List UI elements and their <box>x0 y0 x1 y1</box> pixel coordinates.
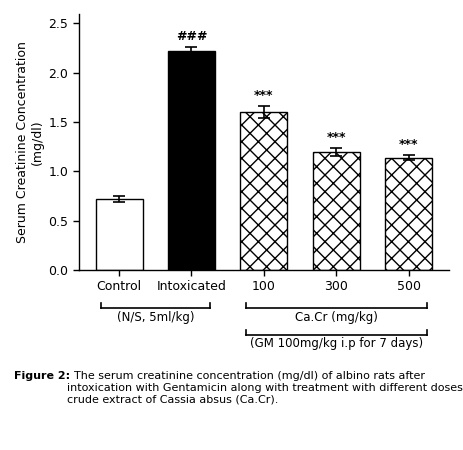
Text: ***: *** <box>326 130 346 144</box>
Text: The serum creatinine concentration (mg/dl) of albino rats after
intoxication wit: The serum creatinine concentration (mg/d… <box>67 371 463 405</box>
Text: ***: *** <box>399 138 419 151</box>
Text: (GM 100mg/kg i.p for 7 days): (GM 100mg/kg i.p for 7 days) <box>250 338 423 351</box>
Y-axis label: Serum Creatinine Concentration
(mg/dl): Serum Creatinine Concentration (mg/dl) <box>16 41 44 243</box>
Bar <box>313 152 360 270</box>
Bar <box>95 199 143 270</box>
Text: ###: ### <box>176 30 207 43</box>
Bar <box>385 158 432 270</box>
Text: ***: *** <box>254 89 274 102</box>
Text: Figure 2:: Figure 2: <box>14 371 70 381</box>
Bar <box>240 112 288 270</box>
Text: (N/S, 5ml/kg): (N/S, 5ml/kg) <box>117 310 194 324</box>
Bar <box>168 51 215 270</box>
Text: Ca.Cr (mg/kg): Ca.Cr (mg/kg) <box>295 310 378 324</box>
